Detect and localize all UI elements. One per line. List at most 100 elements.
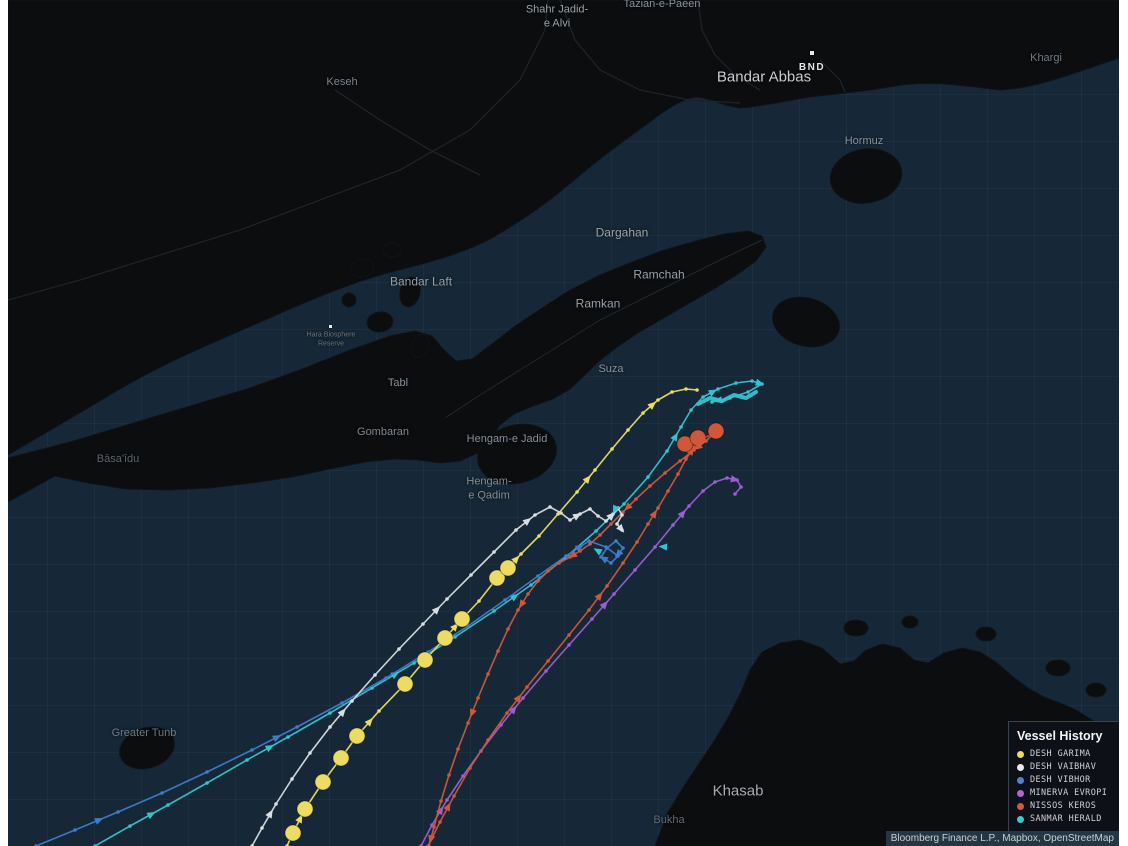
track-large-position-dot[interactable] (499, 559, 517, 577)
track-large-position-dot[interactable] (296, 800, 314, 818)
track-position-dot (679, 425, 683, 429)
track-position-dot (678, 459, 682, 463)
track-direction-arrow-icon (428, 834, 436, 844)
track-position-dot (646, 522, 650, 526)
vessel-track-sanmar-herald-cluster[interactable] (696, 390, 758, 406)
track-position-dot (713, 480, 717, 484)
track-position-dot (205, 781, 209, 785)
track-position-dot (536, 574, 540, 578)
track-position-dot (626, 428, 630, 432)
track-direction-arrow-icon (615, 549, 624, 559)
track-direction-arrow-icon (612, 504, 620, 514)
track-position-dot (714, 429, 718, 433)
track-position-dot (605, 546, 609, 550)
track-position-dot (684, 387, 688, 391)
track-direction-arrow-icon (707, 389, 718, 397)
map-attribution: Bloomberg Finance L.P., Mapbox, OpenStre… (885, 831, 1119, 846)
track-large-position-dot[interactable] (332, 749, 350, 767)
track-position-dot (516, 608, 520, 612)
vessel-track-desh-vaibhav[interactable] (250, 505, 627, 846)
track-direction-arrow-icon (616, 523, 625, 533)
track-position-dot (308, 751, 312, 755)
track-position-dot (604, 519, 608, 523)
track-large-position-dot[interactable] (416, 651, 434, 669)
land-mangrove-islet (382, 242, 402, 258)
track-position-dot (245, 758, 249, 762)
track-position-dot (635, 540, 639, 544)
track-direction-arrow-icon (511, 555, 520, 565)
track-direction-arrow-icon (593, 548, 603, 556)
track-large-position-dot[interactable] (314, 773, 332, 791)
legend-item-sanmar-herald[interactable]: SANMAR HERALD (1017, 814, 1112, 824)
legend-item-desh-vaibhav[interactable]: DESH VAIBHAV (1017, 762, 1112, 772)
track-path (420, 477, 742, 846)
legend-item-desh-garima[interactable]: DESH GARIMA (1017, 749, 1112, 759)
track-position-dot (328, 711, 332, 715)
track-path (696, 390, 758, 406)
track-position-dot (556, 512, 560, 516)
track-direction-arrow-icon (94, 818, 104, 825)
legend-item-desh-vibhor[interactable]: DESH VIBHOR (1017, 775, 1112, 785)
track-position-dot (205, 770, 209, 774)
legend-item-nissos-keros[interactable]: NISSOS KEROS (1017, 801, 1112, 811)
track-position-dot (590, 617, 594, 621)
track-large-position-dot[interactable] (396, 675, 414, 693)
land-mangrove-islet (341, 292, 357, 308)
track-large-position-dot[interactable] (488, 569, 506, 587)
track-direction-arrow-icon (508, 705, 517, 715)
vessel-track-minerva-evropi[interactable] (419, 475, 743, 846)
track-direction-arrow-icon (264, 744, 275, 753)
track-position-dot (373, 673, 377, 677)
land-greater-tunb-island (119, 726, 175, 770)
track-large-position-dot[interactable] (453, 610, 471, 628)
track-position-dot (575, 490, 579, 494)
track-direction-arrow-icon (649, 509, 657, 519)
track-path (94, 380, 763, 846)
legend-title: Vessel History (1017, 729, 1103, 743)
track-direction-arrow-icon (647, 401, 657, 410)
track-large-position-dot[interactable] (284, 824, 302, 842)
land-islet (901, 615, 919, 629)
track-position-dot (73, 828, 77, 832)
vessel-track-desh-garima[interactable] (284, 387, 699, 846)
vessel-track-nissos-keros-a[interactable] (426, 422, 725, 846)
track-position-dot (620, 513, 624, 517)
road-line (559, 0, 741, 104)
track-direction-arrow-icon (443, 802, 451, 812)
track-direction-arrow-icon (572, 513, 582, 521)
page-margin-left (0, 0, 8, 846)
page-margin-right (1119, 0, 1128, 846)
legend-item-label: NISSOS KEROS (1030, 801, 1097, 811)
track-position-dot (525, 685, 529, 689)
track-position-dot (536, 579, 540, 583)
track-large-position-dot[interactable] (348, 727, 366, 745)
road-line (819, 59, 846, 93)
track-position-dot (666, 489, 670, 493)
track-direction-arrow-icon (435, 806, 444, 816)
track-direction-arrow-icon (606, 512, 615, 521)
road-line (334, 89, 481, 176)
track-direction-arrow-icon (599, 556, 609, 564)
track-direction-arrow-icon (677, 509, 686, 519)
vessel-track-desh-vibhor[interactable] (34, 539, 625, 846)
track-position-dot (505, 711, 509, 715)
track-position-dot (432, 825, 436, 829)
track-position-dot (544, 669, 548, 673)
legend-color-dot-icon (1017, 802, 1024, 810)
legend-item-minerva-evropi[interactable]: MINERVA EVROPI (1017, 788, 1112, 798)
track-position-dot (496, 649, 500, 653)
track-position-dot (160, 791, 164, 795)
track-direction-arrow-icon (568, 550, 578, 558)
track-direction-arrow-icon (513, 694, 522, 703)
track-position-dot (653, 545, 657, 549)
track-position-dot (633, 568, 637, 572)
track-direction-arrow-icon (519, 599, 527, 609)
vessel-track-sanmar-herald[interactable] (93, 378, 765, 846)
track-direction-arrow-icon (694, 442, 703, 451)
vessel-track-nissos-keros-b[interactable] (426, 429, 718, 846)
legend-item-label: MINERVA EVROPI (1030, 788, 1108, 798)
track-large-position-dot[interactable] (436, 629, 454, 647)
